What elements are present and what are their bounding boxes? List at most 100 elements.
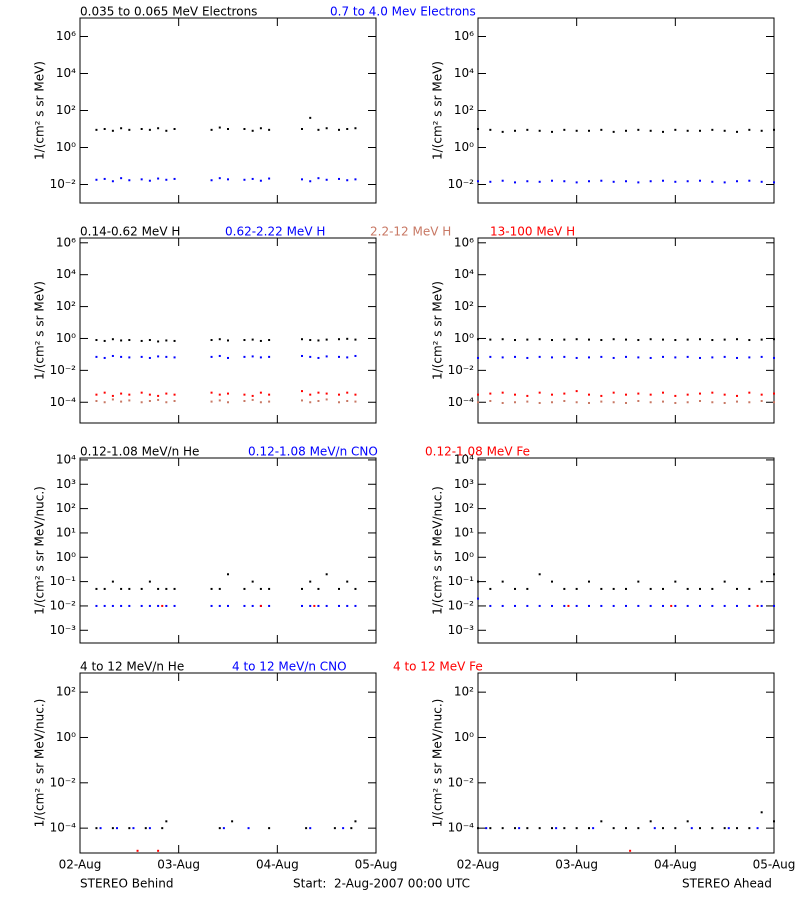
data-point: [338, 355, 340, 358]
data-point: [538, 355, 541, 358]
data-point: [95, 178, 98, 181]
y-tick-label: 10⁴: [454, 452, 474, 466]
data-point: [526, 587, 529, 590]
data-point: [95, 355, 98, 358]
data-point: [128, 128, 131, 131]
data-point: [338, 338, 340, 341]
y-tick-label: 10⁰: [56, 140, 76, 154]
legend-entry: 0.7 to 4.0 Mev Electrons: [330, 5, 476, 19]
data-point: [526, 604, 529, 607]
data-point: [325, 338, 328, 341]
data-point: [477, 180, 479, 183]
data-point: [148, 356, 151, 359]
data-point: [317, 339, 320, 342]
data-point: [325, 398, 328, 401]
x-tick-label: 04-Aug: [654, 858, 697, 872]
data-point: [317, 177, 320, 180]
data-point: [538, 827, 541, 830]
data-point: [210, 400, 213, 403]
data-point: [575, 604, 578, 607]
data-point: [538, 573, 541, 576]
data-point: [346, 391, 349, 394]
data-point: [128, 399, 131, 402]
data-point: [489, 827, 492, 830]
axes-frame: [477, 672, 775, 854]
y-tick-label: 10⁴: [56, 452, 76, 466]
data-point: [538, 338, 541, 341]
data-point: [501, 391, 504, 394]
data-point: [140, 604, 143, 607]
data-point: [711, 604, 714, 607]
y-tick-label: 10⁶: [454, 29, 474, 43]
data-point: [251, 604, 254, 607]
data-point: [711, 827, 714, 830]
x-tick-label: 05-Aug: [355, 858, 398, 872]
data-point: [588, 827, 590, 830]
data-point: [538, 180, 541, 183]
data-point: [649, 129, 652, 132]
y-axis-label: 1/(cm² s sr MeV): [33, 61, 47, 160]
data-point: [526, 356, 529, 359]
data-point: [95, 827, 98, 830]
data-point: [243, 178, 246, 181]
data-point: [662, 355, 664, 358]
data-point: [674, 180, 677, 183]
data-point: [588, 129, 590, 132]
data-point: [690, 827, 693, 830]
data-point: [736, 394, 738, 397]
data-point: [157, 127, 160, 130]
data-point: [140, 391, 143, 394]
data-point: [227, 392, 229, 395]
legend-entry: 0.12-1.08 MeV Fe: [425, 445, 530, 459]
data-point: [588, 401, 590, 404]
data-point: [354, 127, 357, 130]
data-point: [612, 391, 615, 394]
data-point: [268, 393, 271, 396]
data-point: [637, 604, 640, 607]
data-point: [637, 339, 640, 342]
y-tick-label: 10⁻²: [50, 177, 77, 191]
data-point: [95, 604, 98, 607]
data-point: [699, 338, 701, 341]
data-point: [551, 130, 553, 133]
data-point: [514, 129, 516, 132]
data-point: [243, 587, 246, 590]
data-point: [674, 827, 677, 830]
data-point: [773, 181, 775, 184]
data-point: [551, 580, 553, 583]
data-point: [173, 128, 176, 130]
data-point: [736, 338, 738, 341]
data-point: [259, 391, 262, 394]
data-point: [157, 849, 160, 852]
data-point: [686, 587, 689, 590]
footer-right: STEREO Ahead: [682, 877, 772, 891]
data-point: [736, 400, 738, 403]
data-point: [354, 354, 357, 357]
legend-entry: 4 to 12 MeV Fe: [393, 660, 483, 674]
data-point: [674, 580, 677, 583]
y-tick-label: 10⁰: [56, 730, 76, 744]
data-point: [600, 604, 603, 607]
data-point: [301, 399, 303, 402]
data-point: [247, 827, 250, 830]
data-point: [760, 580, 763, 583]
data-point: [120, 339, 123, 342]
data-point: [338, 587, 340, 590]
data-point: [674, 401, 677, 404]
data-point: [551, 604, 553, 607]
data-point: [526, 827, 529, 830]
data-point: [173, 339, 176, 342]
data-point: [338, 401, 340, 404]
data-point: [140, 339, 143, 342]
data-point: [501, 179, 504, 182]
data-point: [165, 820, 168, 823]
data-point: [563, 338, 566, 341]
data-point: [317, 356, 320, 359]
data-point: [625, 180, 627, 183]
axes-frame: [79, 672, 377, 854]
data-point: [218, 393, 221, 396]
data-point: [748, 401, 751, 404]
data-point: [116, 827, 118, 830]
